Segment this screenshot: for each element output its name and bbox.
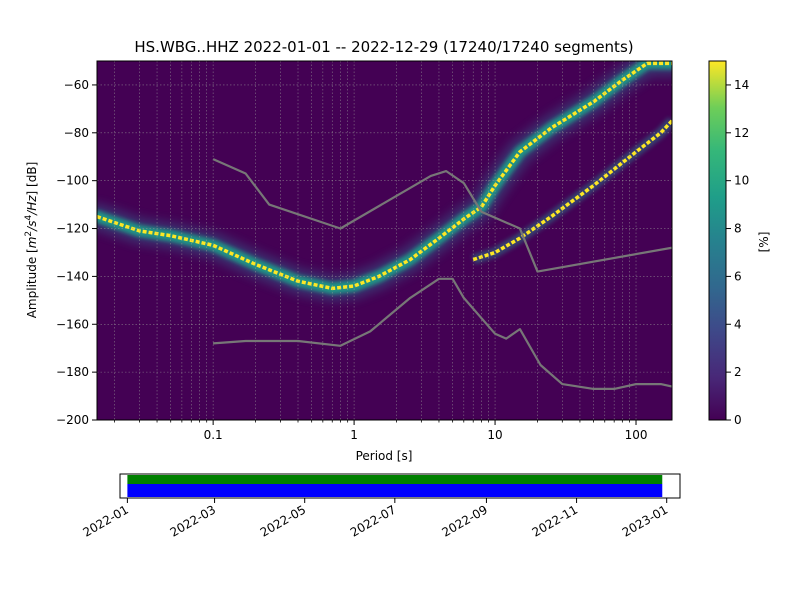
x-tick-label: 1: [350, 428, 358, 442]
x-tick-label: 10: [487, 428, 502, 442]
y-tick-label: −100: [56, 174, 89, 188]
colorbar-tick-label: 8: [734, 222, 742, 236]
y-label-part: /s: [25, 221, 39, 232]
timeline-tick-label: 2022-07: [348, 502, 398, 539]
x-axis-ticks: 0.1 1 10 100: [114, 420, 648, 442]
timeline-tick-label: 2022-11: [530, 502, 580, 539]
y-tick-label: −160: [56, 317, 89, 331]
timeline-tick-label: 2022-09: [440, 502, 490, 539]
timeline-tick-label: 2023-01: [620, 502, 670, 539]
reference-curve-high: [212, 158, 672, 273]
colorbar-tick-label: 4: [734, 317, 742, 331]
y-label-part: 2: [24, 231, 34, 237]
y-tick-label: −140: [56, 269, 89, 283]
heatmap-density: [97, 61, 672, 302]
timeline-tick-label: 2022-05: [258, 502, 308, 539]
y-label-part: m: [25, 237, 39, 249]
reference-curve-low: [213, 277, 672, 390]
colorbar: 0 2 4 6 8 10 12 14 [%]: [708, 60, 771, 427]
y-tick-label: −180: [56, 365, 89, 379]
x-tick-label: 0.1: [204, 428, 223, 442]
y-tick-label: −60: [64, 78, 89, 92]
y-tick-label: −200: [56, 413, 89, 427]
timeline-tick-label: 2022-03: [168, 502, 218, 539]
timeline-coverage-bottom: [127, 484, 663, 497]
timeline-plot: 2022-01 2022-03 2022-05 2022-07 2022-09 2022-…: [80, 473, 681, 540]
colorbar-ticks: 0 2 4 6 8 10 12 14: [726, 78, 749, 427]
colorbar-tick-label: 0: [734, 413, 742, 427]
timeline-coverage-top: [127, 475, 663, 484]
timeline-frame: [119, 473, 681, 499]
timeline-tick-label: 2022-01: [80, 502, 130, 539]
colorbar-tick-label: 14: [734, 78, 749, 92]
heatmap-plot: 0.1 1 10 100 −60 −80 −100 −120 −140 −160 −180 −200: [56, 60, 673, 442]
y-label-part: /Hz: [25, 195, 39, 216]
density-mode-curve: [97, 61, 672, 291]
colorbar-tick-label: 6: [734, 269, 742, 283]
y-label-part: 4: [24, 215, 34, 221]
grid-lines: [97, 61, 672, 420]
colorbar-label: [%]: [757, 232, 771, 253]
y-tick-label: −120: [56, 222, 89, 236]
y-label-part: Amplitude [: [25, 248, 39, 318]
colorbar-tick-label: 10: [734, 174, 749, 188]
y-label-part: ] [dB]: [25, 162, 39, 196]
y-tick-label: −80: [64, 126, 89, 140]
x-axis-label: Period [s]: [356, 449, 413, 463]
y-axis-label: Amplitude [m2/s4/Hz] [dB]: [24, 162, 39, 319]
colorbar-tick-label: 2: [734, 365, 742, 379]
x-tick-label: 100: [625, 428, 648, 442]
colorbar-tick-label: 12: [734, 126, 749, 140]
reference-curves: [212, 158, 672, 390]
density-lower-curve: [472, 119, 672, 262]
plot-frame: [96, 60, 673, 421]
y-axis-ticks: −60 −80 −100 −120 −140 −160 −180 −200: [56, 78, 97, 427]
colorbar-gradient: [708, 60, 727, 421]
chart-title: HS.WBG..HHZ 2022-01-01 -- 2022-12-29 (17…: [134, 38, 633, 56]
timeline-ticks: 2022-01 2022-03 2022-05 2022-07 2022-09 2022-…: [80, 498, 670, 540]
